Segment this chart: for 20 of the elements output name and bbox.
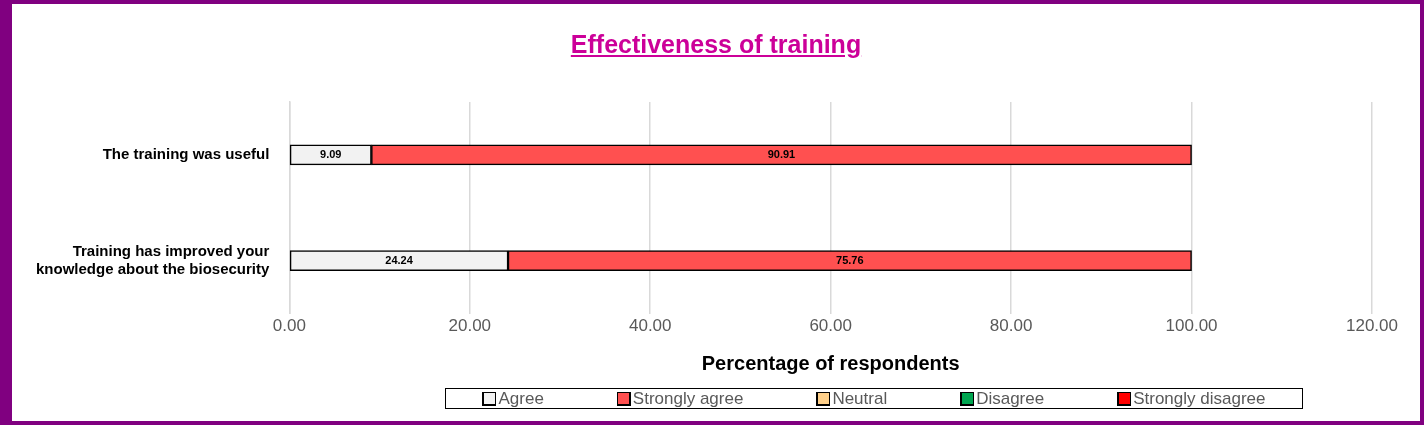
legend-label: Agree — [498, 389, 544, 408]
x-tick-label: 100.00 — [1165, 316, 1218, 336]
x-tick-label: 80.00 — [989, 316, 1033, 336]
legend-label: Strongly disagree — [1133, 389, 1266, 408]
legend-label: Neutral — [832, 389, 888, 408]
x-tick-label: 0.00 — [272, 316, 306, 336]
legend-label: Disagree — [976, 389, 1045, 408]
data-label: 90.91 — [767, 147, 796, 160]
x-axis-title: Percentage of respondents — [701, 351, 960, 374]
x-tick-label: 40.00 — [628, 316, 672, 336]
data-label: 9.09 — [320, 147, 342, 160]
legend-label: Strongly agree — [632, 389, 744, 408]
chart-title: Effectiveness of training — [569, 30, 863, 60]
data-label: 75.76 — [836, 253, 864, 266]
y-tick-label: The training was useful — [102, 145, 270, 163]
x-tick-label: 20.00 — [448, 316, 492, 336]
x-tick-label: 60.00 — [809, 316, 852, 336]
data-label: 24.24 — [385, 253, 414, 266]
y-tick-label: Training has improved your knowledge about the biosecurity — [35, 241, 271, 277]
x-tick-label: 120.00 — [1346, 316, 1398, 336]
